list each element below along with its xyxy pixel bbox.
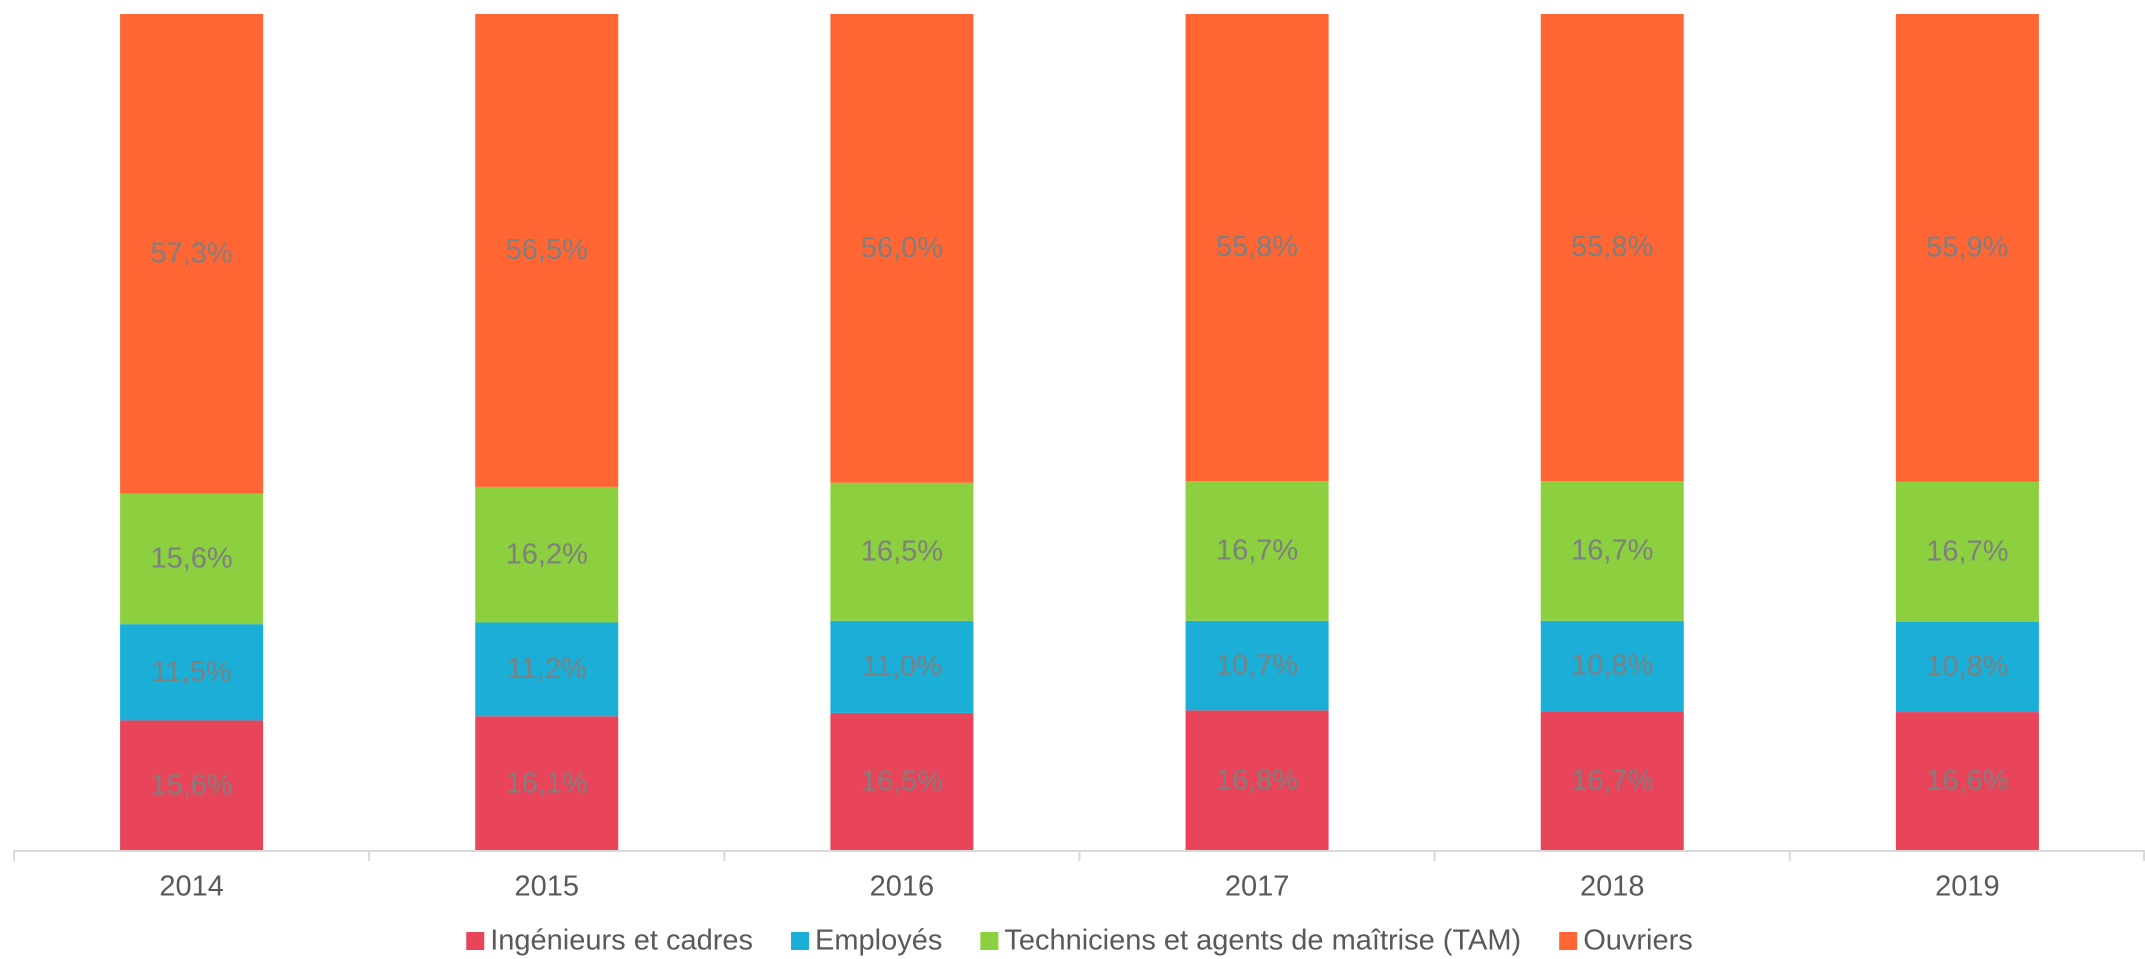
value-label: 10,7%: [1216, 649, 1298, 681]
legend: Ingénieurs et cadres Employés Techniciens …: [466, 925, 1693, 957]
value-label: 10,8%: [1926, 651, 2008, 683]
bar-segment: [120, 493, 264, 625]
legend-swatch: [466, 932, 485, 950]
bar-segment: [830, 482, 974, 621]
value-label: 16,7%: [1926, 535, 2008, 567]
value-label: 56,0%: [861, 232, 943, 264]
bar-segment: [1895, 712, 2039, 851]
bar-segment: [1540, 620, 1684, 712]
bar-segment: [1185, 710, 1329, 851]
value-label: 16,5%: [861, 766, 943, 798]
value-label: 16,6%: [1926, 765, 2008, 797]
value-label: 11,5%: [152, 656, 232, 688]
value-label: 16,8%: [1216, 764, 1298, 796]
bar-segment: [830, 14, 974, 483]
legend-label: Techniciens et agents de maîtrise (TAM): [1004, 925, 1521, 957]
value-label: 11,0%: [862, 651, 942, 683]
bar-segment: [475, 14, 619, 487]
bar-segment: [1185, 481, 1329, 621]
value-label: 55,8%: [1216, 231, 1298, 263]
value-label: 16,5%: [861, 535, 943, 567]
bar-segment: [1540, 481, 1684, 621]
value-label: 56,5%: [506, 234, 588, 266]
legend-swatch: [791, 932, 810, 950]
legend-label: Ingénieurs et cadres: [490, 925, 753, 957]
bar-segment: [120, 720, 264, 851]
x-tick-label: 2017: [1225, 871, 1290, 903]
value-label: 16,2%: [506, 538, 588, 570]
bar-segment: [120, 624, 264, 721]
bar-segment: [1185, 620, 1329, 711]
bar-segment: [475, 486, 619, 623]
bar-segment: [120, 14, 264, 494]
value-label: 55,8%: [1571, 231, 1653, 263]
value-label: 10,8%: [1571, 650, 1653, 682]
value-label: 16,7%: [1571, 765, 1653, 797]
x-tick-label: 2018: [1580, 871, 1645, 903]
value-label: 11,2%: [507, 653, 587, 685]
x-tick-label: 2016: [870, 871, 935, 903]
bar-segment: [1895, 621, 2039, 713]
value-label: 55,9%: [1926, 232, 2008, 264]
legend-swatch: [1559, 932, 1578, 950]
bar-segment: [1185, 14, 1329, 482]
legend-swatch: [980, 932, 999, 950]
value-label: 15,6%: [150, 769, 232, 801]
legend-label: Employés: [815, 925, 942, 957]
bar-segment: [830, 712, 974, 851]
bar-segment: [830, 620, 974, 713]
legend-label: Ouvriers: [1583, 925, 1693, 957]
x-tick-label: 2015: [514, 871, 579, 903]
bar-segment: [475, 716, 619, 851]
x-tick-label: 2014: [159, 871, 224, 903]
value-label: 15,6%: [150, 543, 232, 575]
x-tick-label: 2019: [1935, 871, 2000, 903]
value-label: 57,3%: [150, 237, 232, 269]
value-label: 16,7%: [1571, 535, 1653, 567]
bar-segment: [1540, 14, 1684, 482]
bar-segment: [1895, 14, 2039, 482]
bar-segment: [1895, 481, 2039, 622]
bar-segment: [1540, 711, 1684, 851]
bar-segment: [475, 622, 619, 717]
value-label: 16,1%: [506, 767, 588, 799]
value-label: 16,7%: [1216, 535, 1298, 567]
